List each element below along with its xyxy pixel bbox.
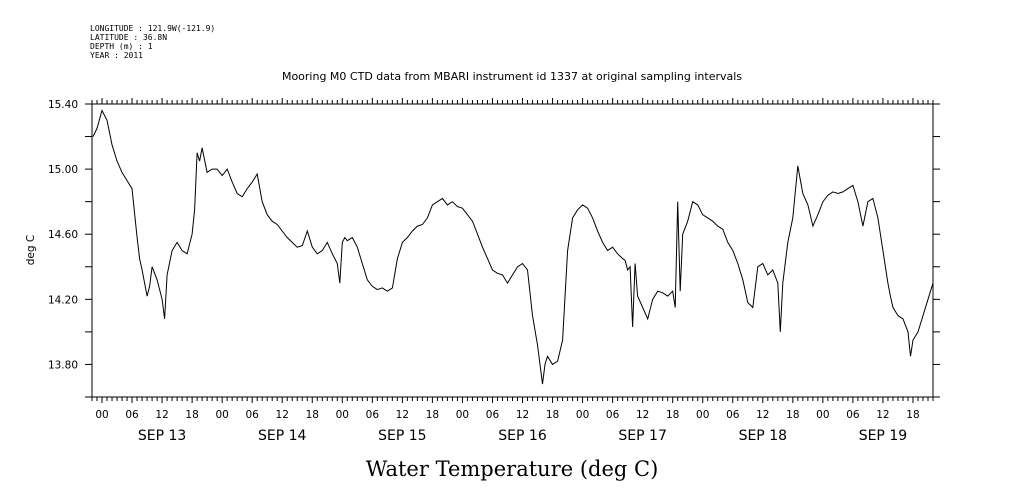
x-day-label: SEP 18 [739, 428, 787, 444]
series-line [92, 109, 934, 385]
x-hour-label: 00 [816, 409, 829, 421]
x-hour-label: 12 [155, 409, 168, 421]
x-hour-label: 18 [666, 409, 679, 421]
x-hour-label: 18 [185, 409, 198, 421]
y-tick-label: 14.20 [48, 294, 78, 306]
x-hour-label: 12 [516, 409, 529, 421]
y-tick-label: 15.00 [48, 164, 78, 176]
x-hour-label: 06 [606, 409, 620, 421]
x-hour-label: 00 [336, 409, 349, 421]
year-label: YEAR : 2011 [90, 51, 143, 60]
x-day-label: SEP 17 [618, 428, 666, 444]
x-hour-labels: 00 06 12 18 00 06 12 18 00 06 12 18 00 06 12 18 00 06 12 18… [95, 409, 919, 421]
x-day-label: SEP 13 [138, 428, 186, 444]
x-hour-label: 06 [246, 409, 260, 421]
longitude-label: LONGITUDE : 121.9W(-121.9) [90, 24, 215, 33]
axis-ticks [85, 98, 940, 403]
x-hour-label: 00 [696, 409, 709, 421]
x-day-label: SEP 16 [498, 428, 547, 444]
x-hour-label: 06 [486, 409, 500, 421]
x-hour-label: 12 [276, 409, 289, 421]
x-hour-label: 12 [756, 409, 769, 421]
x-hour-label: 18 [306, 409, 319, 421]
x-hour-label: 12 [636, 409, 649, 421]
depth-label: DEPTH (m) : 1 [90, 42, 153, 51]
x-hour-label: 06 [366, 409, 380, 421]
x-hour-label: 06 [125, 409, 139, 421]
x-hour-label: 00 [456, 409, 469, 421]
x-hour-label: 00 [95, 409, 108, 421]
x-hour-label: 00 [215, 409, 228, 421]
y-tick-label: 14.60 [48, 229, 78, 241]
x-hour-label: 12 [396, 409, 409, 421]
x-hour-label: 00 [576, 409, 589, 421]
latitude-label: LATITUDE : 36.8N [90, 33, 167, 42]
plot-frame [91, 103, 934, 398]
y-tick-label: 13.80 [48, 359, 78, 371]
x-day-label: SEP 19 [859, 428, 907, 444]
x-day-label: SEP 14 [258, 428, 307, 444]
x-hour-label: 18 [546, 409, 559, 421]
x-hour-label: 18 [786, 409, 799, 421]
x-hour-label: 12 [876, 409, 889, 421]
x-hour-label: 06 [726, 409, 740, 421]
x-axis-label: Water Temperature (deg C) [366, 457, 659, 481]
x-day-labels: SEP 13 SEP 14 SEP 15 SEP 16 SEP 17 SEP 18 SEP … [138, 428, 907, 444]
chart-title: Mooring M0 CTD data from MBARI instrumen… [282, 70, 742, 83]
x-day-label: SEP 15 [378, 428, 426, 444]
x-hour-label: 06 [846, 409, 860, 421]
y-axis-label: deg C [25, 235, 37, 265]
y-tick-label: 15.40 [48, 99, 78, 111]
x-hour-label: 18 [906, 409, 919, 421]
x-hour-label: 18 [426, 409, 439, 421]
y-tick-labels: 15.40 15.00 14.60 14.20 13.80 [48, 99, 78, 371]
